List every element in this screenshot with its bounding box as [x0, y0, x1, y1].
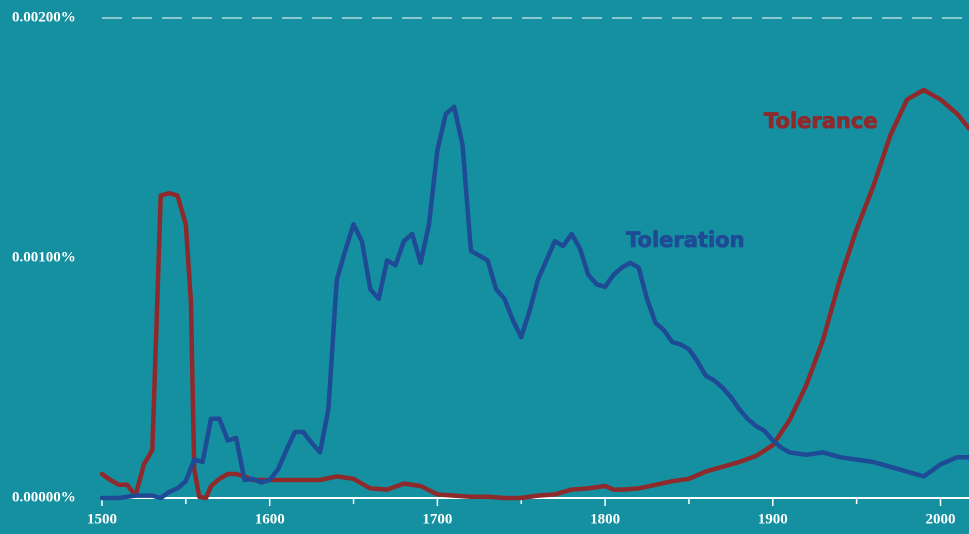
y-tick-label: 0.00200% — [12, 9, 76, 25]
series-label: Tolerance — [764, 109, 878, 133]
x-tick-label: 1500 — [87, 511, 117, 527]
series-line — [99, 87, 969, 501]
series-label: Toleration — [626, 228, 745, 252]
x-tick-label: 1600 — [255, 511, 285, 527]
x-tick-label: 1900 — [758, 511, 788, 527]
x-tick-label: 1800 — [590, 511, 620, 527]
series-line — [99, 104, 969, 501]
y-tick-label: 0.00100% — [12, 249, 76, 265]
y-tick-label: 0.00000% — [12, 489, 76, 505]
x-tick-label: 1700 — [422, 511, 452, 527]
x-tick-label: 2000 — [925, 511, 955, 527]
